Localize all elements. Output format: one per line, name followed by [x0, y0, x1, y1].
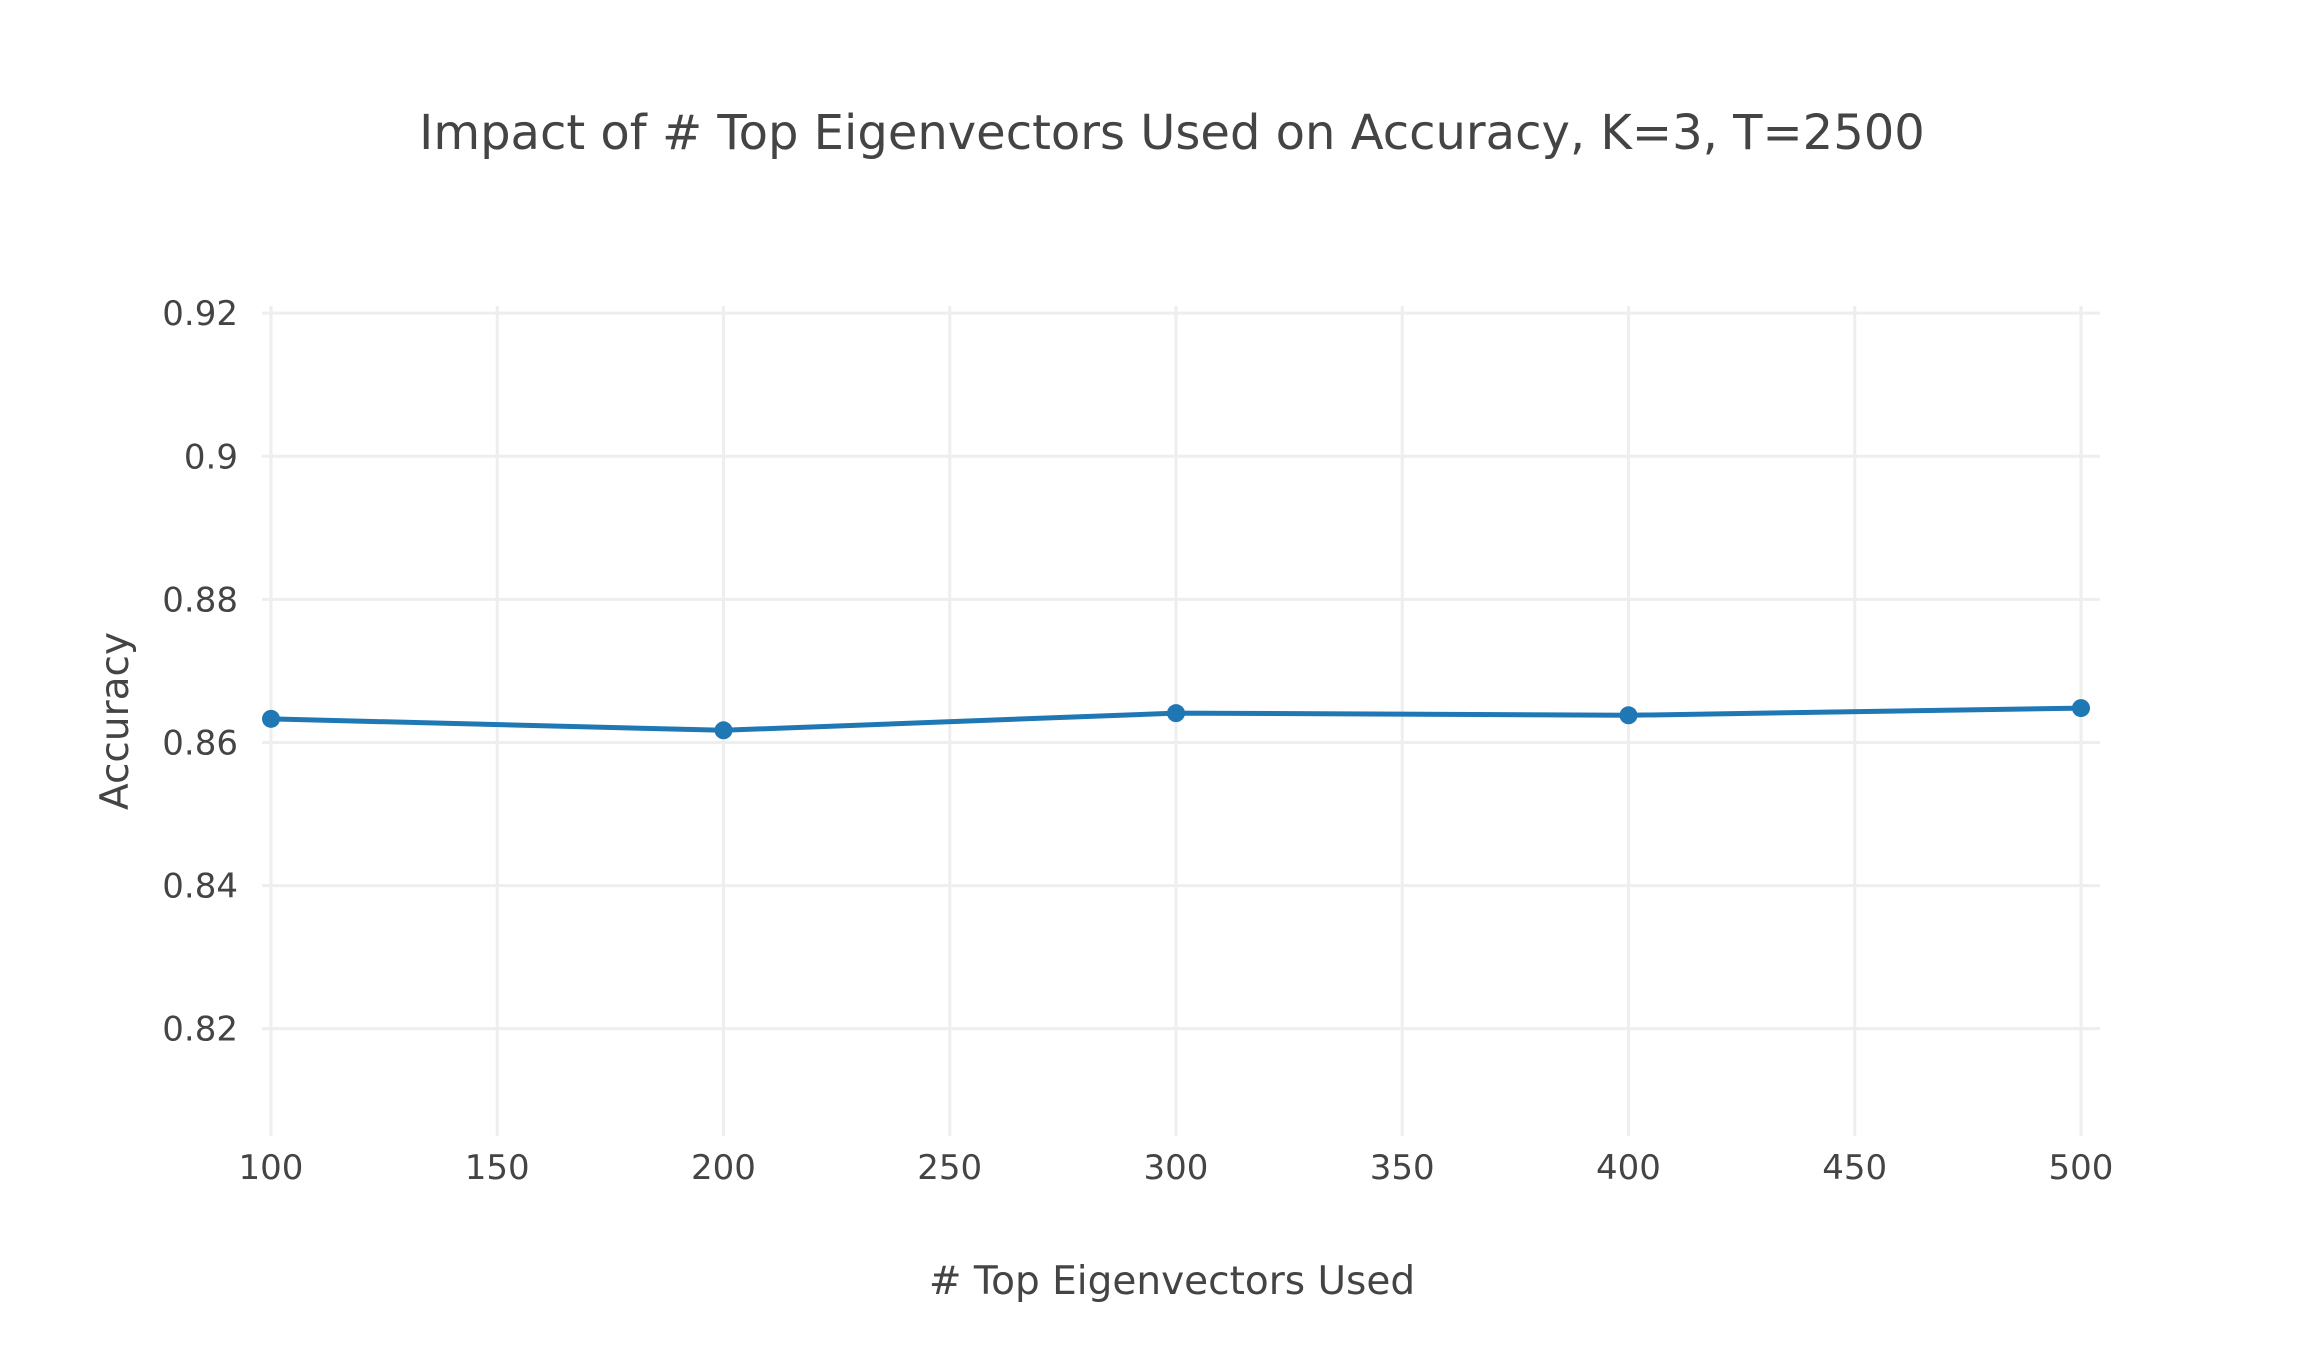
- y-tick-label: 0.88: [162, 580, 238, 620]
- chart-title: Impact of # Top Eigenvectors Used on Acc…: [419, 105, 1925, 161]
- data-point[interactable]: [2072, 699, 2090, 718]
- data-point[interactable]: [1619, 706, 1638, 725]
- x-tick-label: 350: [1370, 1148, 1435, 1188]
- data-point[interactable]: [262, 709, 280, 728]
- y-tick-label: 0.82: [162, 1010, 238, 1050]
- data-point[interactable]: [1167, 704, 1185, 723]
- x-tick-label: 500: [2049, 1148, 2114, 1188]
- x-axis-ticks: 100 150 200 250 300 350 400 450 500: [239, 1148, 2114, 1188]
- x-tick-label: 200: [691, 1148, 756, 1188]
- y-axis-title: Accuracy: [93, 632, 138, 810]
- data-point[interactable]: [714, 721, 733, 740]
- x-tick-label: 450: [1822, 1148, 1887, 1188]
- x-tick-label: 300: [1144, 1148, 1209, 1188]
- y-tick-label: 0.86: [162, 723, 238, 763]
- y-tick-label: 0.9: [184, 437, 238, 477]
- plot-area: [262, 699, 2090, 740]
- y-axis-ticks: 0.82 0.84 0.86 0.88 0.9 0.92: [162, 294, 238, 1050]
- x-axis-title: # Top Eigenvectors Used: [929, 1259, 1415, 1304]
- y-tick-label: 0.84: [162, 867, 238, 907]
- y-tick-label: 0.92: [162, 294, 238, 334]
- x-tick-label: 250: [917, 1148, 982, 1188]
- gridlines: [262, 306, 2100, 1136]
- x-tick-label: 400: [1596, 1148, 1661, 1188]
- x-tick-label: 100: [239, 1148, 304, 1188]
- x-tick-label: 150: [465, 1148, 530, 1188]
